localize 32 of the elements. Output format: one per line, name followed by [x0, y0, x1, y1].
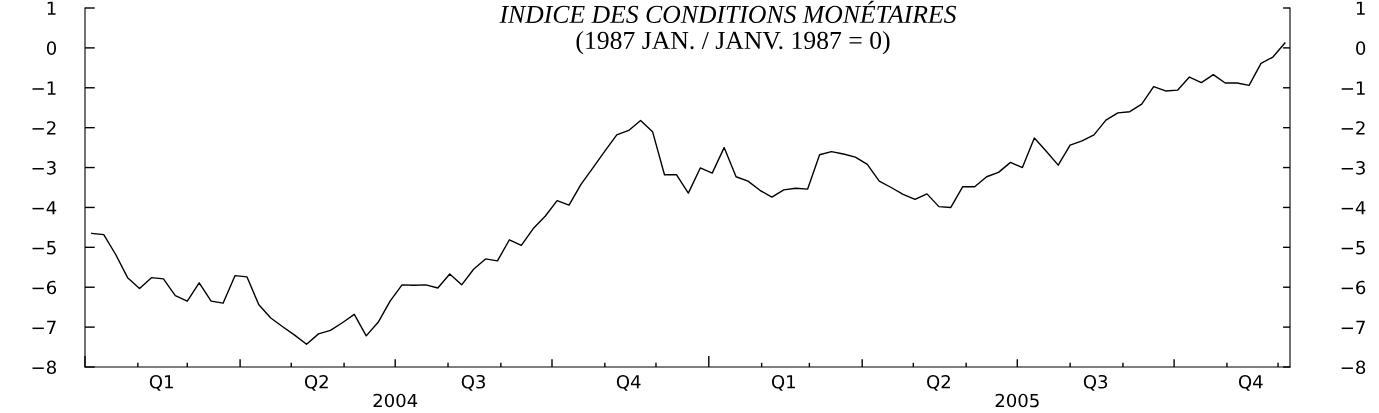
x-tick-label: Q1 [771, 374, 795, 391]
x-tick-label: Q4 [1238, 374, 1263, 391]
x-tick-label: Q2 [304, 374, 328, 391]
x-tick-label: Q3 [1083, 374, 1108, 391]
x-tick-label: Q1 [149, 374, 173, 391]
y-tick-label: 1 [1356, 1, 1365, 15]
y2-tick-label: −4 [32, 201, 57, 215]
y2-tick-label: 0 [46, 41, 57, 56]
x-tick-label: Q4 [616, 374, 641, 391]
y-tick-label: 0 [1356, 41, 1366, 56]
x2-tick-label: 2004 [373, 393, 418, 408]
x-tick-label: Q2 [927, 374, 950, 391]
y-tick-label: −6 [1341, 280, 1366, 295]
y2-tick-label: 1 [47, 1, 56, 15]
y-tick-label: −1 [1341, 81, 1365, 95]
x-tick-label: Q3 [461, 374, 485, 391]
y2-tick-label: −5 [32, 241, 56, 255]
y2-tick-label: −1 [32, 81, 56, 95]
y-tick-label: −3 [1341, 161, 1365, 175]
chart-title: INDICE DES CONDITIONS MONÉTAIRES [499, 0, 957, 24]
y-tick-label: −2 [1341, 121, 1365, 135]
y2-tick-label: −8 [32, 360, 56, 375]
y2-tick-label: −7 [32, 320, 56, 334]
y-tick-label: −8 [1341, 360, 1366, 375]
y-tick-label: −7 [1341, 320, 1365, 334]
y2-tick-label: −3 [32, 161, 56, 175]
y-tick-label: −5 [1341, 241, 1365, 255]
x2-tick-label: 2005 [995, 393, 1039, 408]
y2-tick-label: −6 [32, 280, 57, 295]
y2-tick-label: −2 [32, 121, 56, 135]
y-tick-label: −4 [1341, 201, 1366, 215]
text: (1987 JAN. / JANV. 1987 = 0) [576, 31, 890, 55]
